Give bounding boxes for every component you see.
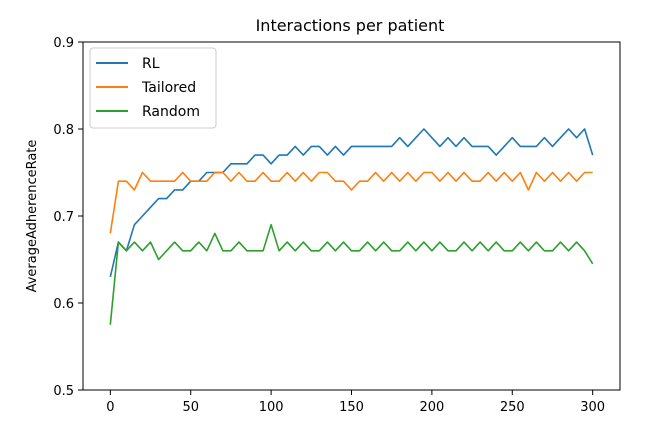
series-line-tailored: [109, 171, 593, 234]
x-tick-label: 100: [259, 400, 284, 415]
legend-label-rl: RL: [142, 56, 160, 72]
plot-area: [109, 128, 594, 325]
x-axis: 0 50 100 150 200 250 300: [106, 390, 605, 415]
x-tick-label: 200: [419, 400, 444, 415]
y-tick-label: 0.8: [53, 123, 74, 138]
x-tick-label: 300: [580, 400, 605, 415]
x-tick-label: 0: [106, 400, 114, 415]
y-tick-label: 0.7: [53, 210, 74, 225]
legend: RL Tailored Random: [89, 47, 217, 129]
y-tick-label: 0.5: [53, 384, 74, 399]
chart-title: Interactions per patient: [256, 16, 445, 35]
x-tick-label: 50: [182, 400, 199, 415]
x-tick-label: 150: [339, 400, 364, 415]
y-tick-label: 0.6: [53, 297, 74, 312]
plot-frame: [82, 41, 621, 391]
legend-box: [89, 47, 217, 129]
series-line-random: [109, 223, 594, 325]
y-tick-label: 0.9: [53, 36, 74, 51]
x-tick-label: 250: [500, 400, 525, 415]
y-axis: 0.5 0.6 0.7 0.8 0.9: [53, 36, 83, 399]
series-group: [109, 128, 594, 325]
legend-label-tailored: Tailored: [141, 80, 196, 96]
y-axis-label: AverageAdherenceRate: [25, 140, 40, 293]
legend-label-random: Random: [142, 104, 200, 120]
